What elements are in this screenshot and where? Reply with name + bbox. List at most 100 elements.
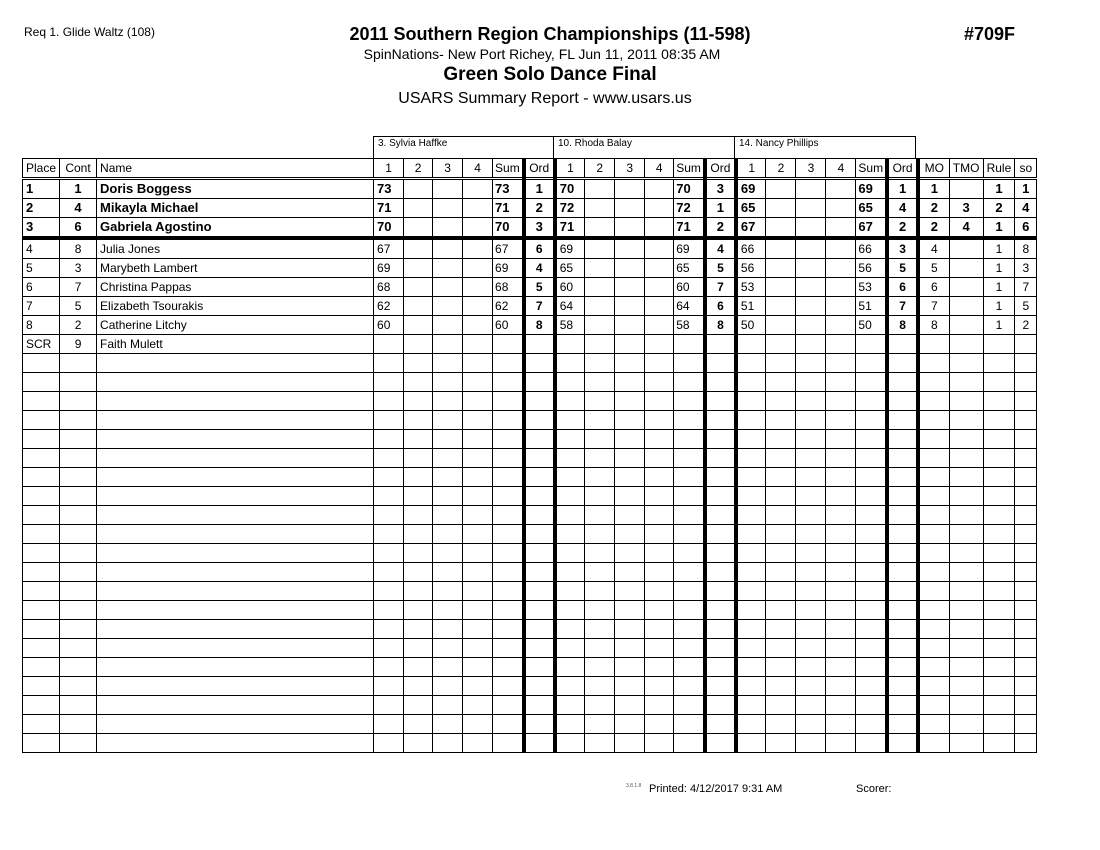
table-row: 7 5 Elizabeth Tsourakis 62 62 7 64 64 6 51 51 7 7 1 5 bbox=[21, 296, 1038, 316]
cont-cell: 4 bbox=[59, 198, 98, 218]
score-cell bbox=[795, 695, 827, 715]
score-cell bbox=[885, 334, 921, 354]
cont-cell: 3 bbox=[59, 258, 98, 278]
score-cell bbox=[521, 581, 557, 601]
score-cell bbox=[373, 410, 405, 430]
name-cell bbox=[96, 657, 375, 677]
score-cell bbox=[492, 372, 525, 392]
score-cell bbox=[462, 524, 494, 544]
tmo-cell bbox=[948, 714, 984, 734]
cont-cell bbox=[59, 429, 98, 449]
score-cell bbox=[492, 448, 525, 468]
score-cell bbox=[492, 429, 525, 449]
score-cell bbox=[855, 524, 888, 544]
score-cell: 66 bbox=[735, 237, 767, 259]
name-cell: Elizabeth Tsourakis bbox=[96, 296, 375, 316]
score-cell bbox=[432, 543, 464, 563]
score-cell bbox=[373, 524, 405, 544]
score-cell bbox=[492, 524, 525, 544]
table-row bbox=[21, 733, 1038, 753]
name-cell bbox=[96, 676, 375, 696]
score-cell bbox=[825, 733, 857, 753]
score-cell bbox=[554, 410, 586, 430]
score-cell bbox=[855, 733, 888, 753]
score-cell bbox=[403, 178, 434, 199]
score-cell bbox=[554, 353, 586, 373]
score-cell bbox=[584, 410, 616, 430]
score-cell: 69 bbox=[673, 237, 706, 259]
name-cell bbox=[96, 448, 375, 468]
score-cell: 4 bbox=[885, 198, 921, 218]
score-cell bbox=[554, 657, 586, 677]
place-cell bbox=[21, 467, 61, 487]
score-cell bbox=[735, 657, 767, 677]
so-cell bbox=[1014, 467, 1038, 487]
score-cell bbox=[584, 315, 616, 335]
score-cell: 67 bbox=[855, 217, 888, 240]
score-cell bbox=[765, 619, 797, 639]
score-cell bbox=[673, 619, 706, 639]
score-cell bbox=[765, 600, 797, 620]
col-header-judge3: 3 bbox=[795, 158, 827, 180]
score-cell bbox=[885, 600, 921, 620]
table-row bbox=[21, 600, 1038, 620]
score-cell: 7 bbox=[702, 277, 738, 297]
tmo-cell bbox=[948, 467, 984, 487]
tmo-cell bbox=[948, 353, 984, 373]
cont-cell bbox=[59, 467, 98, 487]
score-cell: 67 bbox=[735, 217, 767, 240]
score-cell bbox=[673, 676, 706, 696]
score-cell bbox=[492, 619, 525, 639]
table-row bbox=[21, 638, 1038, 658]
rule-cell: 1 bbox=[982, 296, 1016, 316]
score-cell bbox=[673, 695, 706, 715]
score-cell bbox=[795, 524, 827, 544]
tmo-cell bbox=[948, 391, 984, 411]
score-cell: 71 bbox=[673, 217, 706, 240]
score-cell bbox=[462, 178, 494, 199]
name-cell: Marybeth Lambert bbox=[96, 258, 375, 278]
score-cell bbox=[614, 524, 646, 544]
score-cell bbox=[554, 600, 586, 620]
mo-cell bbox=[917, 619, 950, 639]
score-cell bbox=[702, 600, 738, 620]
score-cell bbox=[462, 277, 494, 297]
mo-cell: 7 bbox=[917, 296, 950, 316]
score-cell: 71 bbox=[492, 198, 525, 218]
event-number: #709F bbox=[964, 24, 1016, 44]
rule-cell bbox=[982, 334, 1016, 354]
score-cell bbox=[673, 714, 706, 734]
score-cell bbox=[644, 296, 675, 316]
score-cell bbox=[614, 619, 646, 639]
mo-cell bbox=[917, 714, 950, 734]
score-cell: 69 bbox=[735, 178, 767, 199]
mo-cell bbox=[917, 410, 950, 430]
score-cell bbox=[373, 638, 405, 658]
score-cell bbox=[554, 391, 586, 411]
mo-cell bbox=[917, 524, 950, 544]
score-cell bbox=[825, 258, 857, 278]
mo-cell bbox=[917, 334, 950, 354]
place-cell bbox=[21, 676, 61, 696]
score-cell bbox=[614, 178, 646, 199]
score-cell bbox=[673, 638, 706, 658]
score-cell bbox=[584, 657, 616, 677]
table-row: 3 6 Gabriela Agostino 70 70 3 71 71 2 67 67 2 2 4 1 6 bbox=[21, 217, 1038, 240]
score-cell bbox=[885, 676, 921, 696]
score-cell bbox=[521, 676, 557, 696]
score-cell bbox=[673, 467, 706, 487]
so-cell bbox=[1014, 600, 1038, 620]
place-cell bbox=[21, 410, 61, 430]
score-cell: 70 bbox=[492, 217, 525, 240]
rule-cell: 1 bbox=[982, 277, 1016, 297]
score-cell bbox=[885, 429, 921, 449]
score-cell bbox=[492, 562, 525, 582]
so-cell bbox=[1014, 486, 1038, 506]
cont-cell: 6 bbox=[59, 217, 98, 240]
score-cell bbox=[644, 429, 675, 449]
score-cell bbox=[825, 486, 857, 506]
score-cell bbox=[432, 600, 464, 620]
score-cell: 69 bbox=[554, 237, 586, 259]
score-cell bbox=[584, 353, 616, 373]
score-cell: 5 bbox=[885, 258, 921, 278]
